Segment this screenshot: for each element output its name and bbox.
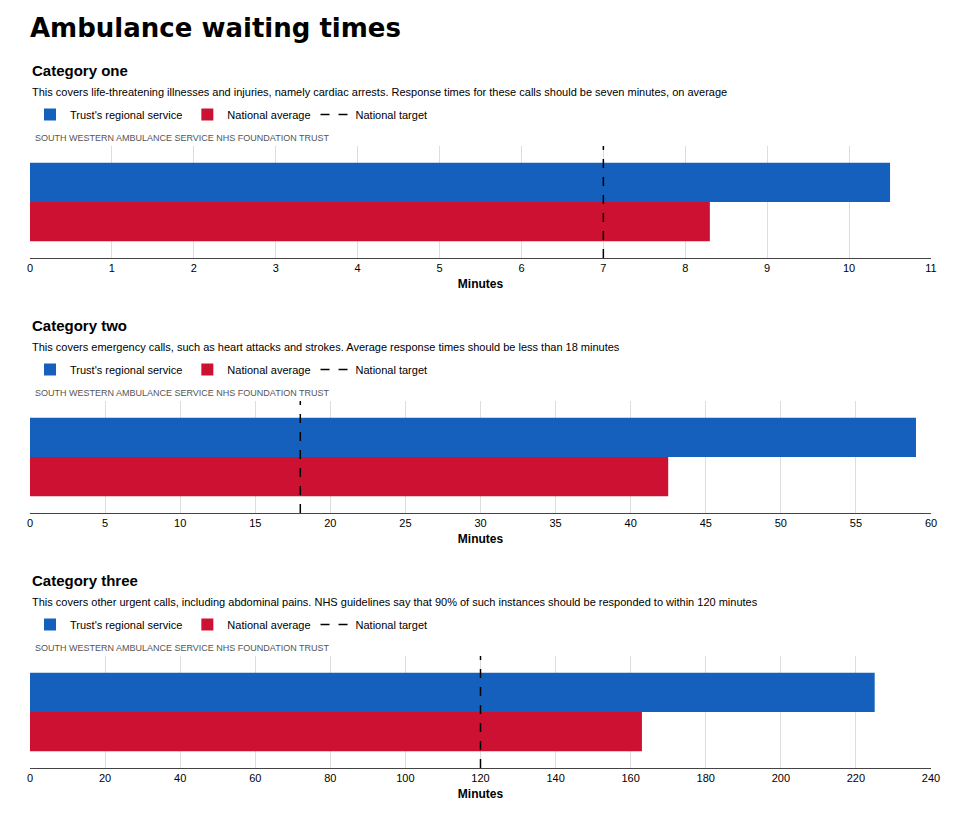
svg-text:0: 0 (27, 262, 33, 274)
svg-text:0: 0 (27, 517, 33, 529)
svg-text:20: 20 (324, 517, 336, 529)
svg-text:60: 60 (925, 517, 937, 529)
svg-text:This covers life-threatening i: This covers life-threatening illnesses a… (32, 86, 727, 98)
svg-text:45: 45 (700, 517, 712, 529)
svg-text:50: 50 (775, 517, 787, 529)
svg-text:This covers other urgent calls: This covers other urgent calls, includin… (32, 596, 758, 608)
svg-text:Category one: Category one (32, 62, 128, 79)
svg-text:30: 30 (474, 517, 486, 529)
svg-text:55: 55 (850, 517, 862, 529)
svg-text:220: 220 (847, 772, 865, 784)
svg-text:11: 11 (925, 262, 936, 274)
svg-text:SOUTH WESTERN AMBULANCE SERVIC: SOUTH WESTERN AMBULANCE SERVICE NHS FOUN… (35, 388, 330, 398)
svg-text:240: 240 (922, 772, 940, 784)
svg-text:4: 4 (355, 262, 361, 274)
svg-text:3: 3 (273, 262, 279, 274)
svg-text:National target: National target (356, 109, 428, 121)
svg-text:National average: National average (227, 364, 310, 376)
svg-text:Minutes: Minutes (458, 532, 504, 546)
svg-text:120: 120 (471, 772, 489, 784)
svg-text:35: 35 (549, 517, 561, 529)
svg-text:160: 160 (621, 772, 639, 784)
svg-text:10: 10 (174, 517, 186, 529)
svg-text:40: 40 (625, 517, 637, 529)
svg-text:180: 180 (697, 772, 715, 784)
svg-text:1: 1 (109, 262, 115, 274)
svg-text:140: 140 (546, 772, 564, 784)
svg-text:National average: National average (227, 619, 310, 631)
svg-text:9: 9 (764, 262, 770, 274)
svg-text:60: 60 (249, 772, 261, 784)
svg-text:National target: National target (356, 619, 428, 631)
svg-text:40: 40 (174, 772, 186, 784)
svg-text:6: 6 (518, 262, 524, 274)
svg-text:8: 8 (682, 262, 688, 274)
svg-text:5: 5 (436, 262, 442, 274)
svg-text:25: 25 (399, 517, 411, 529)
svg-text:80: 80 (324, 772, 336, 784)
svg-text:15: 15 (249, 517, 261, 529)
svg-text:Trust's regional service: Trust's regional service (70, 619, 182, 631)
svg-text:7: 7 (600, 262, 606, 274)
svg-text:This covers emergency calls, s: This covers emergency calls, such as hea… (32, 341, 620, 353)
svg-text:Trust's regional service: Trust's regional service (70, 364, 182, 376)
svg-text:Trust's regional service: Trust's regional service (70, 109, 182, 121)
svg-text:Category three: Category three (32, 572, 138, 589)
svg-text:Category two: Category two (32, 317, 127, 334)
svg-text:10: 10 (843, 262, 855, 274)
svg-text:SOUTH WESTERN AMBULANCE SERVIC: SOUTH WESTERN AMBULANCE SERVICE NHS FOUN… (35, 133, 330, 143)
svg-text:0: 0 (27, 772, 33, 784)
svg-text:SOUTH WESTERN AMBULANCE SERVIC: SOUTH WESTERN AMBULANCE SERVICE NHS FOUN… (35, 643, 330, 653)
svg-text:Minutes: Minutes (458, 277, 504, 291)
svg-text:200: 200 (772, 772, 790, 784)
svg-text:National average: National average (227, 109, 310, 121)
svg-text:100: 100 (396, 772, 414, 784)
svg-text:Minutes: Minutes (458, 787, 504, 801)
svg-text:5: 5 (102, 517, 108, 529)
svg-text:20: 20 (99, 772, 111, 784)
svg-text:2: 2 (191, 262, 197, 274)
svg-text:Ambulance waiting times: Ambulance waiting times (30, 13, 401, 43)
svg-text:National target: National target (356, 364, 428, 376)
